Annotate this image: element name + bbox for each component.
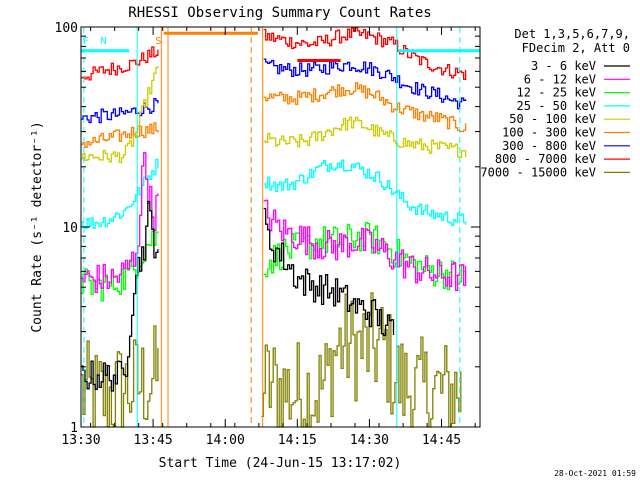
legend-label-6: 300 - 800 keV: [502, 139, 596, 153]
x-axis-label: Start Time (24-Jun-15 13:17:02): [159, 456, 402, 471]
series-line-25-50-kev: [263, 159, 467, 226]
series-line-300-800-kev: [263, 58, 467, 110]
series-line-3-6-kev: [81, 200, 159, 392]
flag-marker-s: S: [155, 36, 161, 47]
legend-label-7: 800 - 7000 keV: [495, 152, 596, 166]
x-tick-label-2: 14:00: [206, 433, 245, 448]
y-tick-label-2: 100: [55, 21, 78, 36]
flag-marker-f: F: [83, 36, 89, 47]
flag-marker-n: N: [101, 36, 107, 47]
y-axis-label: Count Rate (s⁻¹ detector⁻¹): [30, 121, 45, 332]
x-tick-label-5: 14:45: [422, 433, 461, 448]
series-line-100-300-kev: [263, 82, 467, 133]
date-stamp: 28-Oct-2021 01:59: [554, 469, 636, 478]
series-line-6-12-kev: [263, 199, 467, 291]
legend-label-1: 6 - 12 keV: [524, 72, 596, 86]
chart-title: RHESSI Observing Summary Count Rates: [128, 5, 431, 21]
series-line-50-100-kev: [263, 116, 467, 158]
x-tick-label-0: 13:30: [61, 433, 100, 448]
legend-label-8: 7000 - 15000 keV: [480, 165, 596, 179]
legend-label-3: 25 - 50 keV: [517, 99, 596, 113]
x-tick-label-4: 14:30: [350, 433, 389, 448]
legend-label-4: 50 - 100 keV: [509, 112, 596, 126]
x-tick-label-1: 13:45: [134, 433, 173, 448]
legend-header-line-2: FDecim 2, Att 0: [522, 41, 630, 55]
y-tick-label-1: 10: [62, 221, 78, 236]
series-line-7000-15000-kev: [261, 292, 462, 428]
y-tick-label-0: 1: [70, 421, 78, 436]
series-line-3-6-kev: [263, 207, 395, 337]
legend-label-5: 100 - 300 keV: [502, 126, 596, 140]
series-line-6-12-kev: [81, 152, 159, 294]
series-line-800-7000-kev: [81, 46, 159, 81]
series-line-50-100-kev: [81, 66, 159, 164]
x-tick-label-3: 14:15: [278, 433, 317, 448]
legend-label-0: 3 - 6 keV: [531, 59, 596, 73]
series-line-800-7000-kev: [263, 27, 467, 80]
legend-label-2: 12 - 25 keV: [517, 86, 596, 100]
axis-ticks: 13:30 13:45 14:00 14:15 14:30 14:45 1 10 100: [55, 21, 480, 448]
series-line-100-300-kev: [81, 122, 159, 148]
legend-header-line-1: Det 1,3,5,6,7,9,: [514, 27, 630, 41]
legend: Det 1,3,5,6,7,9, FDecim 2, Att 0 3 - 6 k…: [480, 27, 630, 179]
